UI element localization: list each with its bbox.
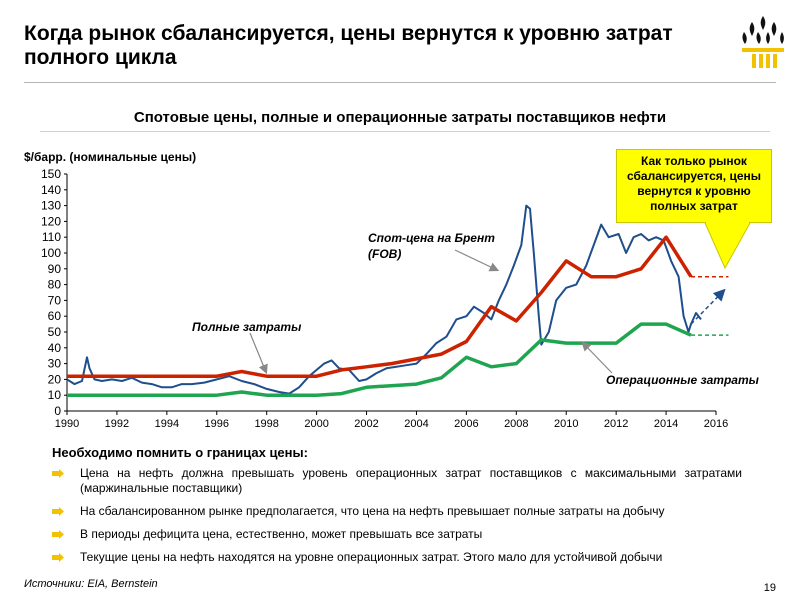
x-tick-label: 2012 <box>604 418 628 430</box>
bullet-text: Цена на нефть должна превышать уровень о… <box>80 466 742 495</box>
y-axis-unit-label: $/барр. (номинальные цены) <box>24 150 197 164</box>
bullet-text: Текущие цены на нефть находятся на уровн… <box>80 550 663 564</box>
full-cost-label: Полные затраты <box>192 320 302 334</box>
page-number: 19 <box>763 582 776 594</box>
spot-price-label: Спот-цена на Брент (FOB) <box>368 231 495 261</box>
x-tick-label: 1990 <box>55 418 79 430</box>
spot-price-line <box>66 204 702 395</box>
notes-heading: Необходимо помнить о границах цены: <box>52 445 308 460</box>
y-tick-label: 0 <box>54 404 61 418</box>
x-tick-label: 1994 <box>155 418 179 430</box>
bullet-arrow-icon <box>52 553 64 562</box>
y-tick-label: 10 <box>48 388 62 402</box>
y-tick-label: 130 <box>41 199 61 213</box>
x-tick-label: 1996 <box>205 418 229 430</box>
list-item: На сбалансированном рынке предполагается… <box>52 504 742 519</box>
y-tick-label: 80 <box>48 278 62 292</box>
y-tick-label: 40 <box>48 341 62 355</box>
x-tick-label: 2008 <box>504 418 528 430</box>
callout-box: Как только рынок сбалансируется, цены ве… <box>616 149 772 223</box>
full-cost-line <box>67 235 693 378</box>
x-tick-label: 2010 <box>554 418 578 430</box>
chart-title: Спотовые цены, полные и операционные зат… <box>133 109 667 126</box>
list-item: Текущие цены на нефть находятся на уровн… <box>52 550 742 565</box>
y-tick-label: 90 <box>48 262 62 276</box>
company-logo <box>742 16 784 68</box>
spot-projection-line <box>690 288 726 325</box>
y-tick-label: 140 <box>41 183 61 197</box>
y-tick-label: 120 <box>41 214 61 228</box>
bullet-arrow-icon <box>52 507 64 516</box>
y-tick-label: 60 <box>48 309 62 323</box>
slide-title: Когда рынок сбалансируется, цены вернутс… <box>24 22 673 69</box>
y-tick-label: 30 <box>48 357 62 371</box>
bullet-arrow-icon <box>52 469 64 478</box>
bullet-text: На сбалансированном рынке предполагается… <box>80 504 665 518</box>
x-tick-label: 2006 <box>454 418 478 430</box>
y-tick-label: 150 <box>41 167 61 181</box>
x-tick-label: 2016 <box>704 418 728 430</box>
operating-cost-line <box>67 322 692 397</box>
x-tick-label: 1998 <box>254 418 278 430</box>
title-divider <box>24 82 776 83</box>
list-item: Цена на нефть должна превышать уровень о… <box>52 466 742 496</box>
y-tick-label: 110 <box>42 230 61 244</box>
bullet-text: В периоды дефицита цена, естественно, мо… <box>80 527 483 541</box>
x-tick-label: 1992 <box>105 418 129 430</box>
y-tick-label: 50 <box>48 325 62 339</box>
chart-title-divider <box>40 131 770 132</box>
y-tick-label: 20 <box>48 372 62 386</box>
full-cost-label-pointer <box>249 332 268 375</box>
source-note: Источники: EIA, Bernstein <box>24 578 158 590</box>
operating-label-pointer <box>581 341 613 374</box>
notes-list: Цена на нефть должна превышать уровень о… <box>52 466 742 573</box>
bullet-arrow-icon <box>52 530 64 539</box>
y-tick-label: 100 <box>41 246 61 260</box>
y-tick-label: 70 <box>48 293 62 307</box>
operating-cost-label: Операционные затраты <box>606 373 759 387</box>
x-tick-label: 2014 <box>654 418 678 430</box>
x-tick-label: 2002 <box>354 418 378 430</box>
x-tick-label: 2004 <box>404 418 428 430</box>
list-item: В периоды дефицита цена, естественно, мо… <box>52 527 742 542</box>
x-tick-label: 2000 <box>304 418 328 430</box>
spot-label-pointer <box>454 249 500 272</box>
